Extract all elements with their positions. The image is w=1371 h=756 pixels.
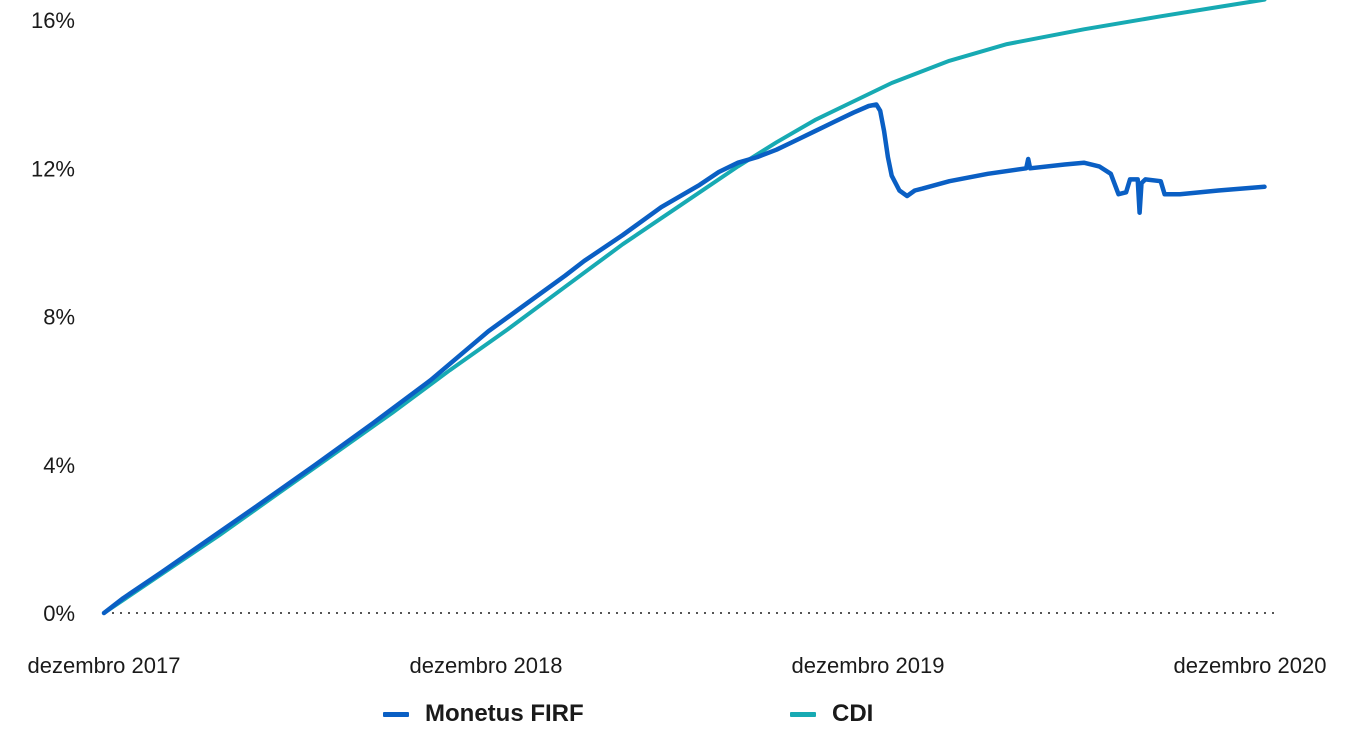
line-chart: 0%4%8%12%16% dezembro 2017 dezembro 2018 d…: [28, 0, 1327, 678]
x-tick-label: dezembro 2017: [28, 653, 181, 678]
legend-swatch-monetus: [383, 711, 409, 717]
legend-label-cdi: CDI: [832, 700, 874, 727]
legend-item-monetus: Monetus FIRF: [383, 700, 584, 728]
legend-item-cdi: CDI: [790, 700, 873, 728]
x-tick-label: dezembro 2018: [410, 653, 563, 678]
y-tick-label: 0%: [43, 601, 75, 626]
series-line-monetus-firf: [101, 102, 1267, 616]
legend: Monetus FIRF CDI: [0, 700, 1371, 756]
series-lines: [101, 0, 1267, 616]
x-tick-label: dezembro 2019: [792, 653, 945, 678]
y-axis-ticks: 0% 4% 8% 12% 16%: [31, 8, 75, 626]
y-tick-label: 8%: [43, 305, 75, 330]
y-tick-label: 12%: [31, 156, 75, 181]
x-tick-label: dezembro 2020: [1174, 653, 1327, 678]
x-axis-ticks: dezembro 2017 dezembro 2018 dezembro 2019 d…: [28, 653, 1327, 678]
series-line-cdi: [102, 0, 1267, 615]
y-tick-label: 4%: [43, 453, 75, 478]
legend-swatch-cdi: [790, 711, 816, 717]
legend-label-monetus: Monetus FIRF: [425, 700, 584, 727]
y-tick-label: 16%: [31, 8, 75, 33]
